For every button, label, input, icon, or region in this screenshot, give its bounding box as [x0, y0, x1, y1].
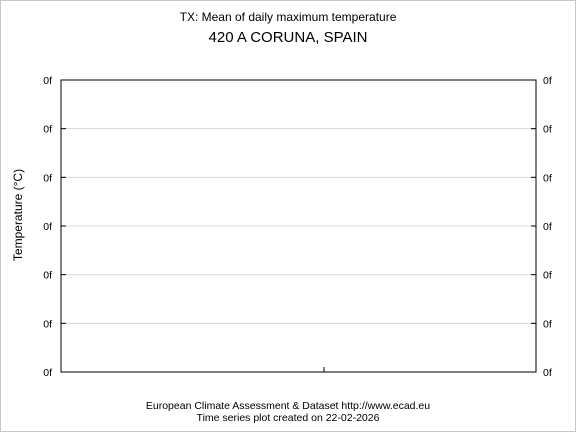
chart-subtitle: 420 A CORUNA, SPAIN — [209, 29, 368, 46]
y-tick-label-right: 0f — [543, 75, 552, 87]
y-tick-label-left: 0f — [43, 172, 52, 184]
y-tick-label-left: 0f — [43, 270, 52, 282]
y-tick-label-left: 0f — [43, 367, 52, 379]
footer-source: European Climate Assessment & Dataset ht… — [146, 400, 430, 412]
y-tick-label-left: 0f — [43, 318, 52, 330]
chart-title: TX: Mean of daily maximum temperature — [180, 10, 397, 24]
footer-created: Time series plot created on 22-02-2026 — [197, 412, 380, 424]
y-tick-label-right: 0f — [543, 124, 552, 136]
y-tick-label-left: 0f — [43, 75, 52, 87]
y-tick-label-left: 0f — [43, 124, 52, 136]
y-tick-label-left: 0f — [43, 221, 52, 233]
y-tick-label-right: 0f — [543, 221, 552, 233]
y-axis-ticks-left: 0f 0f 0f 0f 0f 0f 0f — [43, 75, 66, 379]
y-axis-ticks-right: 0f 0f 0f 0f 0f 0f 0f — [531, 75, 552, 379]
y-axis-label: Temperature (°C) — [11, 169, 25, 261]
y-tick-label-right: 0f — [543, 270, 552, 282]
y-tick-label-right: 0f — [543, 318, 552, 330]
grid-lines — [61, 128, 536, 324]
y-tick-label-right: 0f — [543, 367, 552, 379]
y-tick-label-right: 0f — [543, 172, 552, 184]
